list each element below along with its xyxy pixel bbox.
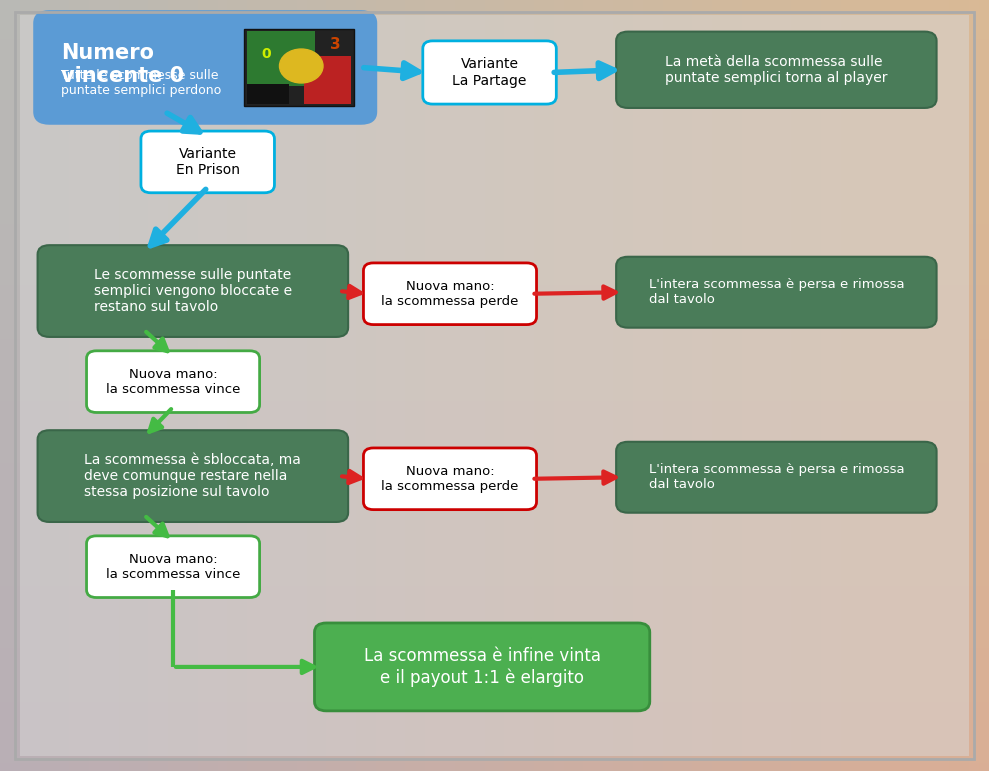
FancyBboxPatch shape — [35, 12, 376, 123]
FancyBboxPatch shape — [315, 623, 650, 711]
FancyBboxPatch shape — [140, 131, 275, 193]
Text: 0: 0 — [261, 47, 271, 61]
FancyBboxPatch shape — [87, 536, 259, 598]
FancyBboxPatch shape — [87, 351, 259, 412]
Text: Variante
La Partage: Variante La Partage — [452, 57, 527, 88]
FancyBboxPatch shape — [616, 257, 937, 328]
FancyBboxPatch shape — [38, 245, 348, 337]
FancyBboxPatch shape — [20, 15, 969, 756]
Polygon shape — [247, 83, 289, 104]
FancyBboxPatch shape — [423, 41, 556, 104]
Text: Tutte le scommesse sulle
puntate semplici perdono: Tutte le scommesse sulle puntate semplic… — [61, 69, 222, 97]
Text: Nuova mano:
la scommessa perde: Nuova mano: la scommessa perde — [382, 465, 518, 493]
Text: L'intera scommessa è persa e rimossa
dal tavolo: L'intera scommessa è persa e rimossa dal… — [649, 463, 904, 491]
Text: La metà della scommessa sulle
puntate semplici torna al player: La metà della scommessa sulle puntate se… — [666, 55, 887, 85]
Text: Nuova mano:
la scommessa perde: Nuova mano: la scommessa perde — [382, 280, 518, 308]
Text: La scommessa è sbloccata, ma
deve comunque restare nella
stessa posizione sul ta: La scommessa è sbloccata, ma deve comunq… — [84, 453, 302, 500]
Text: La scommessa è infine vinta
e il payout 1:1 è elargito: La scommessa è infine vinta e il payout … — [364, 647, 600, 687]
Text: Numero
vincente 0: Numero vincente 0 — [61, 42, 184, 86]
Text: Le scommesse sulle puntate
semplici vengono bloccate e
restano sul tavolo: Le scommesse sulle puntate semplici veng… — [94, 268, 292, 315]
FancyBboxPatch shape — [364, 263, 537, 325]
FancyBboxPatch shape — [244, 29, 354, 106]
Text: Nuova mano:
la scommessa vince: Nuova mano: la scommessa vince — [106, 553, 240, 581]
Text: Variante
En Prison: Variante En Prison — [176, 146, 239, 177]
Text: Nuova mano:
la scommessa vince: Nuova mano: la scommessa vince — [106, 368, 240, 396]
Polygon shape — [305, 56, 351, 104]
FancyBboxPatch shape — [616, 32, 937, 108]
FancyBboxPatch shape — [38, 430, 348, 522]
FancyBboxPatch shape — [364, 448, 537, 510]
Text: L'intera scommessa è persa e rimossa
dal tavolo: L'intera scommessa è persa e rimossa dal… — [649, 278, 904, 306]
Circle shape — [280, 49, 323, 83]
Text: 3: 3 — [330, 36, 341, 52]
Polygon shape — [247, 31, 315, 86]
FancyBboxPatch shape — [616, 442, 937, 513]
